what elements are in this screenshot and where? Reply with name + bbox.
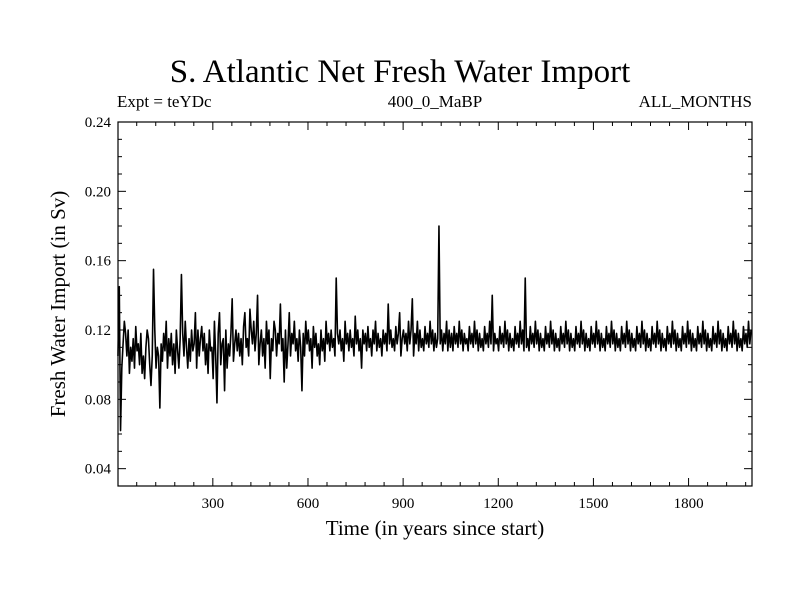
x-tick-label: 900 — [392, 496, 415, 512]
axis-ticks — [118, 121, 752, 487]
tick-labels: 0.04 0.08 0.12 0.16 0.20 0.24 300 600 900 1200 150… — [85, 115, 704, 512]
x-tick-label: 1500 — [578, 496, 608, 512]
plot-frame — [117, 121, 753, 487]
x-tick-label: 300 — [202, 496, 225, 512]
months-label: ALL_MONTHS — [638, 92, 752, 111]
period-label: 400_0_MaBP — [387, 92, 483, 111]
y-tick-label: 0.04 — [85, 462, 112, 478]
x-axis-label: Time (in years since start) — [326, 516, 545, 540]
x-tick-label: 600 — [297, 496, 320, 512]
series-layer — [117, 225, 752, 432]
y-tick-label: 0.20 — [85, 184, 111, 200]
y-tick-label: 0.08 — [85, 392, 111, 408]
y-tick-label: 0.24 — [85, 115, 112, 131]
y-axis-label: Fresh Water Import (in Sv) — [46, 191, 70, 418]
y-tick-label: 0.12 — [85, 323, 111, 339]
y-tick-label: 0.16 — [85, 254, 112, 270]
chart-title: S. Atlantic Net Fresh Water Import — [169, 54, 631, 90]
x-tick-label: 1800 — [674, 496, 704, 512]
x-tick-label: 1200 — [483, 496, 513, 512]
experiment-label: Expt = teYDc — [117, 92, 212, 111]
series-line-fresh_water_import — [117, 225, 752, 432]
